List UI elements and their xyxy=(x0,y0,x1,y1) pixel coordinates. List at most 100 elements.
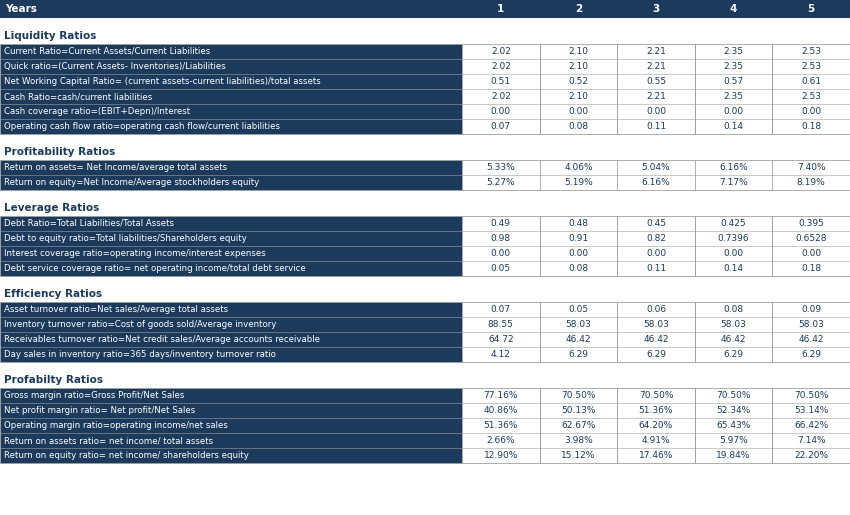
Text: 0.05: 0.05 xyxy=(490,264,511,273)
Text: Inventory turnover ratio=Cost of goods sold/Average inventory: Inventory turnover ratio=Cost of goods s… xyxy=(4,320,276,329)
Text: 5.97%: 5.97% xyxy=(719,436,748,445)
Text: 50.13%: 50.13% xyxy=(561,406,596,415)
Text: 4: 4 xyxy=(730,4,737,14)
Text: 0.14: 0.14 xyxy=(723,122,744,131)
Text: Profabilty Ratios: Profabilty Ratios xyxy=(4,375,103,385)
Text: Years: Years xyxy=(5,4,37,14)
Text: Operating margin ratio=operating income/net sales: Operating margin ratio=operating income/… xyxy=(4,421,228,430)
Text: 0.00: 0.00 xyxy=(802,249,821,258)
Text: 2.35: 2.35 xyxy=(723,47,744,56)
Text: Day sales in inventory ratio=365 days/inventory turnover ratio: Day sales in inventory ratio=365 days/in… xyxy=(4,350,276,359)
Text: Asset turnover ratio=Net sales/Average total assets: Asset turnover ratio=Net sales/Average t… xyxy=(4,305,228,314)
Text: 2.02: 2.02 xyxy=(490,47,511,56)
Text: 2: 2 xyxy=(575,4,582,14)
Bar xyxy=(0,144,850,160)
Text: 58.03: 58.03 xyxy=(643,320,669,329)
Text: 2.53: 2.53 xyxy=(802,47,821,56)
Text: 0.00: 0.00 xyxy=(802,107,821,116)
Text: 0.52: 0.52 xyxy=(569,77,588,86)
Text: 0.08: 0.08 xyxy=(569,122,588,131)
Text: 4.12: 4.12 xyxy=(490,350,511,359)
Text: 2.21: 2.21 xyxy=(646,47,666,56)
Text: 2.10: 2.10 xyxy=(569,62,588,71)
Text: 0.07: 0.07 xyxy=(490,122,511,131)
Text: 58.03: 58.03 xyxy=(721,320,746,329)
Text: 0.14: 0.14 xyxy=(723,264,744,273)
Text: 62.67%: 62.67% xyxy=(561,421,596,430)
Text: Return on assets= Net Income/average total assets: Return on assets= Net Income/average tot… xyxy=(4,163,227,172)
Text: 0.05: 0.05 xyxy=(569,305,588,314)
Bar xyxy=(0,0,850,18)
Bar xyxy=(462,44,850,134)
Bar xyxy=(0,388,462,463)
Text: Cash Ratio=cash/current liabilities: Cash Ratio=cash/current liabilities xyxy=(4,92,152,101)
Text: 0.49: 0.49 xyxy=(490,219,511,228)
Text: 5.04%: 5.04% xyxy=(642,163,671,172)
Text: 46.42: 46.42 xyxy=(721,335,746,344)
Text: 4.06%: 4.06% xyxy=(564,163,592,172)
Text: 7.17%: 7.17% xyxy=(719,178,748,187)
Text: 64.72: 64.72 xyxy=(488,335,513,344)
Text: Quick ratio=(Current Assets- Inventories)/Liabilities: Quick ratio=(Current Assets- Inventories… xyxy=(4,62,226,71)
Text: 0.55: 0.55 xyxy=(646,77,666,86)
Text: Profitability Ratios: Profitability Ratios xyxy=(4,147,116,157)
Text: 70.50%: 70.50% xyxy=(794,391,829,400)
Text: 0.00: 0.00 xyxy=(723,249,744,258)
Bar xyxy=(0,44,462,134)
Text: Debt to equity ratio=Total liabilities/Shareholders equity: Debt to equity ratio=Total liabilities/S… xyxy=(4,234,246,243)
Text: 5.33%: 5.33% xyxy=(486,163,515,172)
Text: 6.29: 6.29 xyxy=(646,350,666,359)
Bar xyxy=(0,28,850,44)
Text: 2.21: 2.21 xyxy=(646,92,666,101)
Text: 6.29: 6.29 xyxy=(723,350,744,359)
Text: 46.42: 46.42 xyxy=(643,335,669,344)
Text: 5: 5 xyxy=(808,4,815,14)
Text: 15.12%: 15.12% xyxy=(561,451,596,460)
Text: Efficiency Ratios: Efficiency Ratios xyxy=(4,289,102,299)
Text: 0.7396: 0.7396 xyxy=(717,234,750,243)
Text: 66.42%: 66.42% xyxy=(794,421,828,430)
Text: Debt service coverage ratio= net operating income/total debt service: Debt service coverage ratio= net operati… xyxy=(4,264,306,273)
Bar xyxy=(0,200,850,216)
Text: 5.19%: 5.19% xyxy=(564,178,592,187)
Text: 0.45: 0.45 xyxy=(646,219,666,228)
Text: 46.42: 46.42 xyxy=(565,335,591,344)
Text: Net Working Capital Ratio= (current assets-current liabilities)/total assets: Net Working Capital Ratio= (current asse… xyxy=(4,77,320,86)
Text: 17.46%: 17.46% xyxy=(639,451,673,460)
Text: 0.425: 0.425 xyxy=(721,219,746,228)
Text: 0.08: 0.08 xyxy=(723,305,744,314)
Text: 0.00: 0.00 xyxy=(490,249,511,258)
Bar xyxy=(0,372,850,388)
Text: 0.61: 0.61 xyxy=(802,77,821,86)
Text: 7.40%: 7.40% xyxy=(797,163,825,172)
Text: 40.86%: 40.86% xyxy=(484,406,518,415)
Bar xyxy=(462,302,850,362)
Text: 51.36%: 51.36% xyxy=(638,406,673,415)
Text: Interest coverage ratio=operating income/interest expenses: Interest coverage ratio=operating income… xyxy=(4,249,266,258)
Text: 3.98%: 3.98% xyxy=(564,436,592,445)
Bar xyxy=(462,216,850,276)
Text: 70.50%: 70.50% xyxy=(717,391,751,400)
Text: 2.02: 2.02 xyxy=(490,62,511,71)
Text: 5.27%: 5.27% xyxy=(486,178,515,187)
Text: 2.35: 2.35 xyxy=(723,62,744,71)
Text: 4.91%: 4.91% xyxy=(642,436,671,445)
Text: 58.03: 58.03 xyxy=(798,320,824,329)
Text: 8.19%: 8.19% xyxy=(796,178,825,187)
Text: 0.08: 0.08 xyxy=(569,264,588,273)
Text: Current Ratio=Current Assets/Current Liabilities: Current Ratio=Current Assets/Current Lia… xyxy=(4,47,210,56)
Text: 3: 3 xyxy=(652,4,660,14)
Text: 46.42: 46.42 xyxy=(798,335,824,344)
Text: 52.34%: 52.34% xyxy=(717,406,751,415)
Text: 0.91: 0.91 xyxy=(569,234,588,243)
Text: 0.82: 0.82 xyxy=(646,234,666,243)
Text: 0.98: 0.98 xyxy=(490,234,511,243)
Text: 0.18: 0.18 xyxy=(802,122,821,131)
Bar xyxy=(0,302,462,362)
Text: Debt Ratio=Total Liabilities/Total Assets: Debt Ratio=Total Liabilities/Total Asset… xyxy=(4,219,174,228)
Text: 51.36%: 51.36% xyxy=(484,421,518,430)
Text: 0.00: 0.00 xyxy=(646,107,666,116)
Text: 58.03: 58.03 xyxy=(565,320,592,329)
Text: 7.14%: 7.14% xyxy=(797,436,825,445)
Text: 0.07: 0.07 xyxy=(490,305,511,314)
